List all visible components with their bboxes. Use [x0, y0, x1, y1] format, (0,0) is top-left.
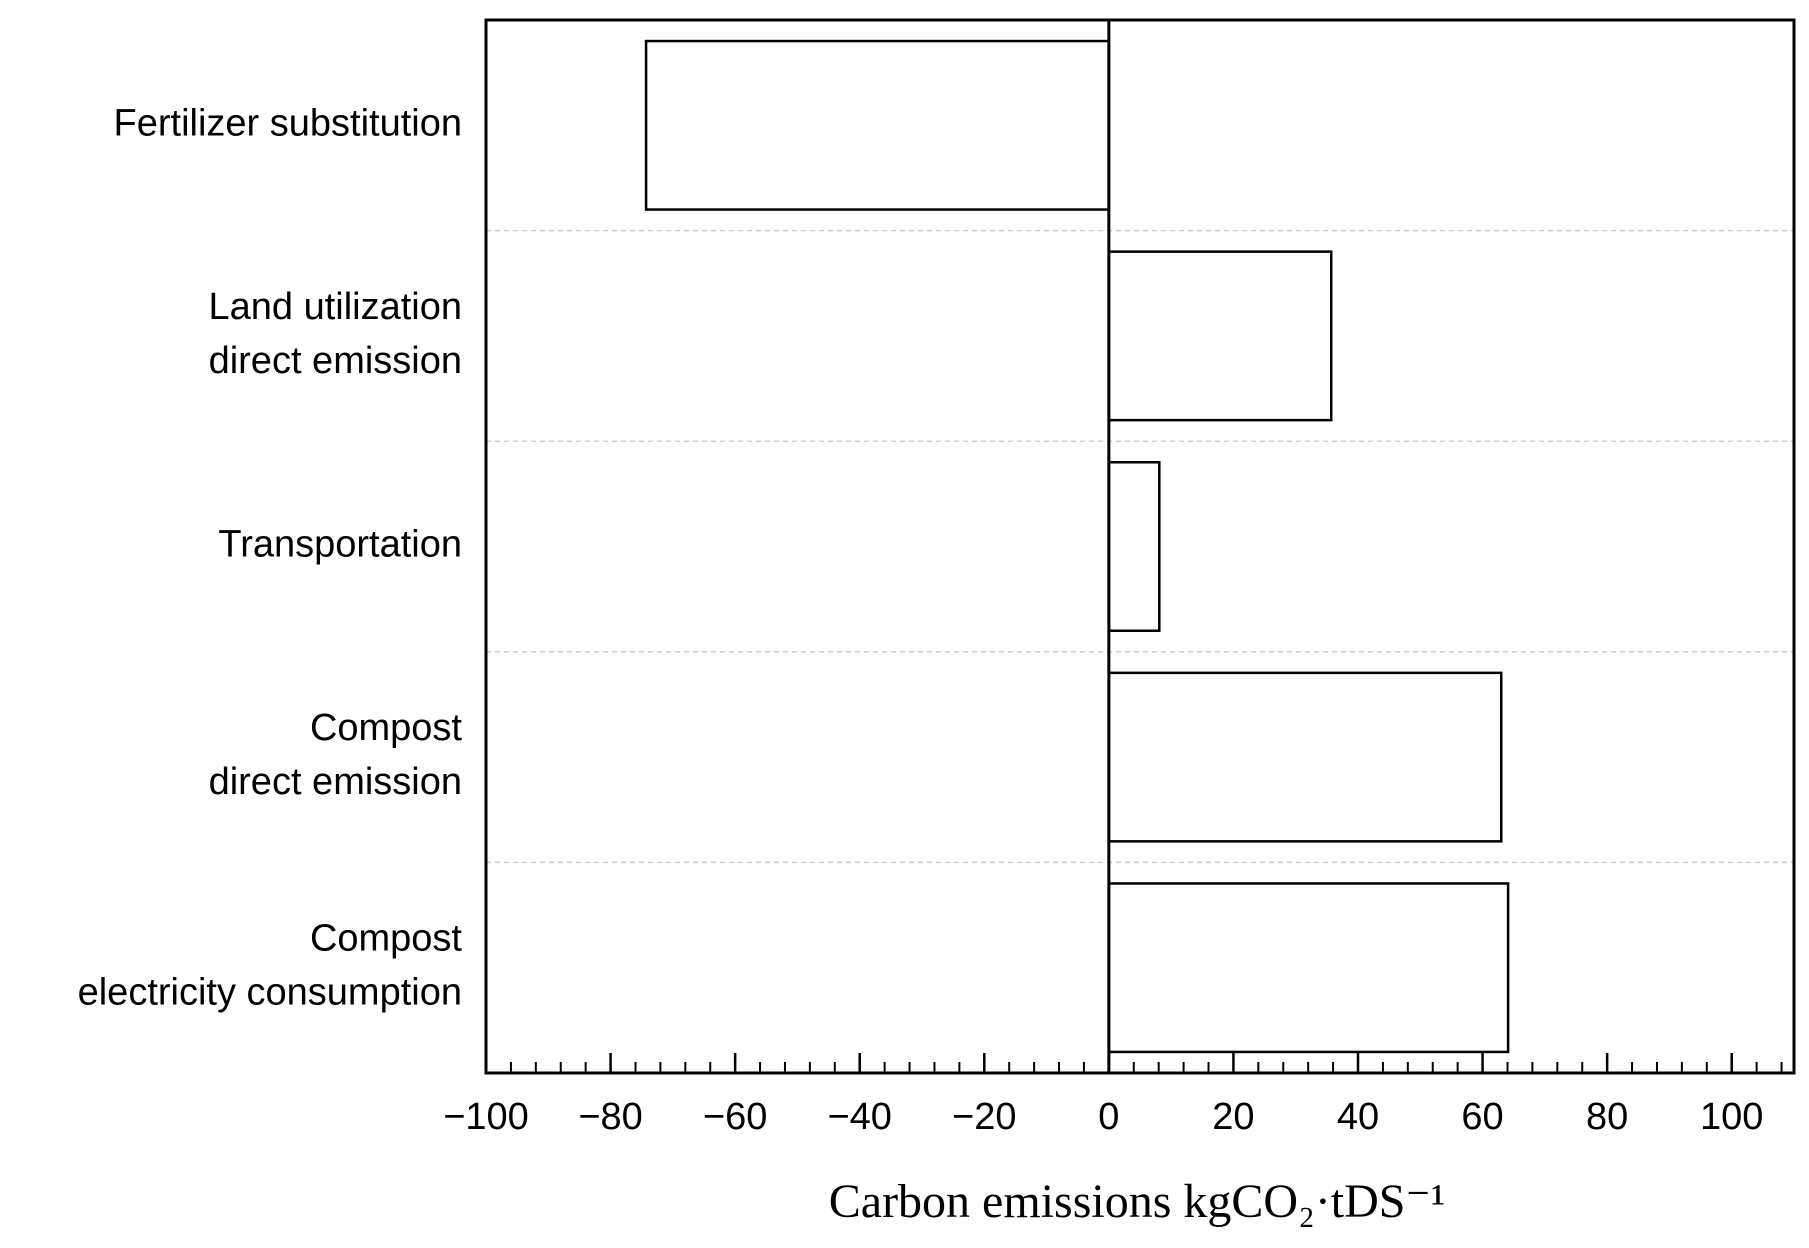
x-tick-label: 100 [1700, 1096, 1763, 1138]
bar [1107, 882, 1510, 1054]
y-tick-label-line: Compost [310, 918, 462, 960]
y-tick-label-line: electricity consumption [78, 972, 462, 1014]
x-tick-label: −40 [827, 1096, 891, 1138]
x-tick-label: −20 [952, 1096, 1016, 1138]
x-tick-label: 0 [1098, 1096, 1119, 1138]
y-tick-label-line: direct emission [209, 340, 462, 382]
bar [644, 39, 1111, 211]
y-tick-label: Fertilizer substitution [114, 102, 462, 144]
x-tick-label: 60 [1461, 1096, 1503, 1138]
y-tick-label-line: direct emission [209, 761, 462, 803]
y-tick-label: Land utilization direct emission [208, 286, 462, 382]
plot-frame [484, 18, 1796, 1075]
y-tick-label-line: Compost [310, 707, 462, 749]
x-axis-label: Carbon emissions kgCO₂·tDS⁻¹ [829, 1175, 1445, 1228]
y-tick-label: Compost direct emission [209, 707, 463, 803]
x-tick-label: 80 [1586, 1096, 1628, 1138]
x-tick-label: −60 [703, 1096, 767, 1138]
y-tick-label-line: Fertilizer substitution [114, 102, 462, 144]
bar [1107, 671, 1503, 843]
bar [1107, 461, 1161, 632]
x-tick-label: 20 [1212, 1096, 1254, 1138]
x-tick-label: 40 [1337, 1096, 1379, 1138]
x-tick-label: −80 [578, 1096, 642, 1138]
x-tick-label: −100 [443, 1096, 529, 1138]
y-tick-label-line: Land utilization [208, 286, 462, 328]
y-tick-label-line: Transportation [218, 524, 462, 566]
y-tick-label: Transportation [218, 524, 462, 566]
bar [1107, 250, 1333, 422]
y-tick-label: Compost electricity consumption [78, 918, 463, 1014]
